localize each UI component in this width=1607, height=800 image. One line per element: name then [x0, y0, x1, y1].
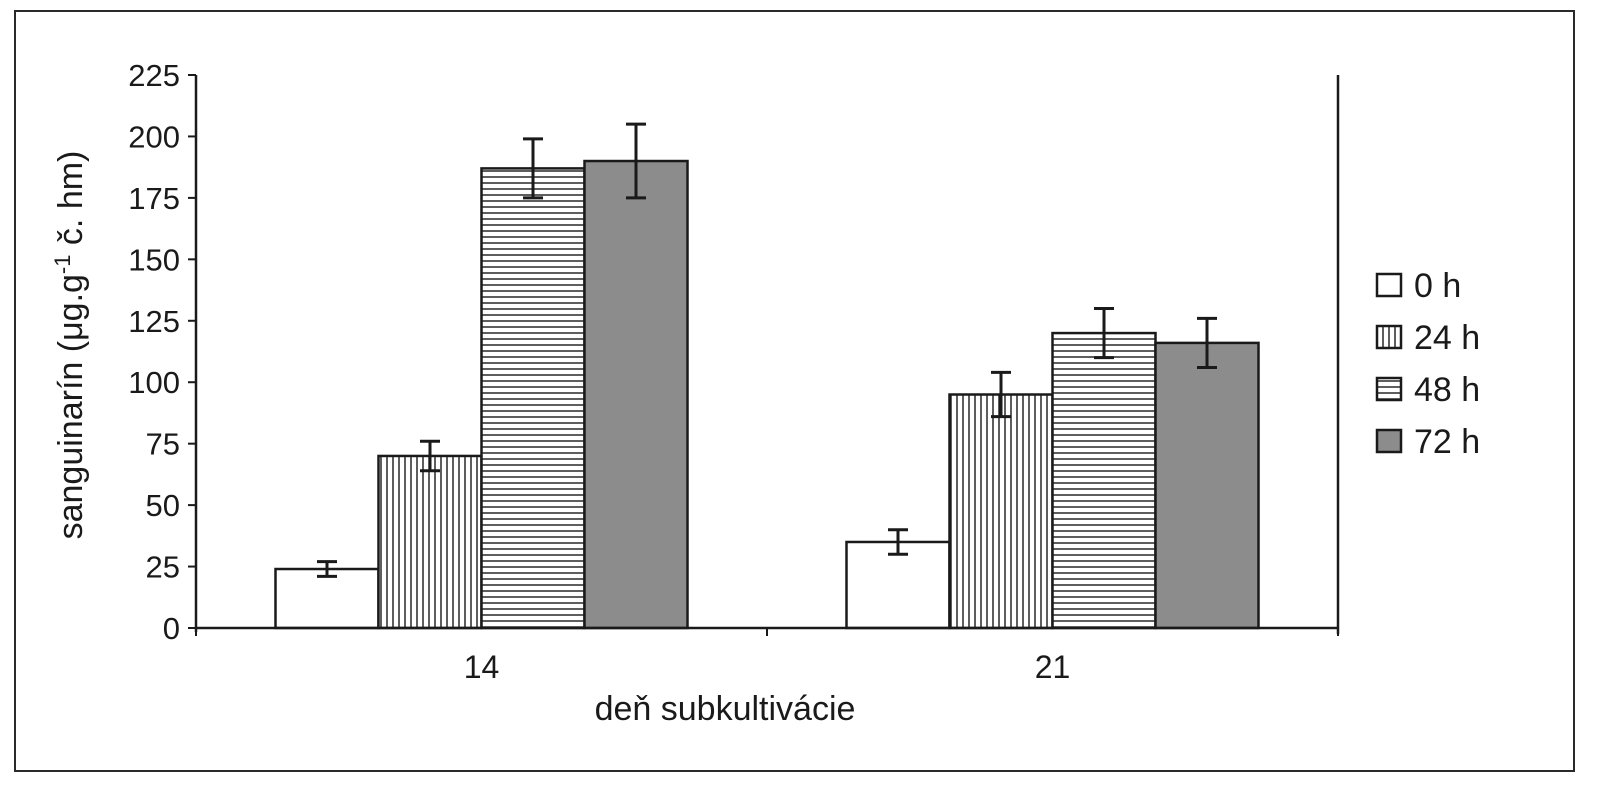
bar [377, 454, 483, 630]
x-axis-categories: 14 21 [464, 649, 1071, 685]
x-category-label: 14 [464, 649, 500, 685]
legend-swatch [1375, 376, 1403, 402]
legend-label: 24 h [1414, 319, 1480, 357]
y-tick-label: 225 [128, 58, 180, 93]
y-tick-label: 100 [128, 365, 180, 400]
y-tick-label: 200 [128, 119, 180, 154]
y-axis-title: sanguinarín (μg.g-1 č. hm) [50, 151, 90, 540]
legend-label: 72 h [1414, 423, 1480, 461]
legend-swatch [1375, 272, 1403, 298]
y-tick-label: 75 [146, 427, 180, 462]
legend: 0 h 24 h 48 h 72 h [1375, 267, 1480, 461]
bars [274, 159, 1260, 630]
x-category-label: 21 [1035, 649, 1071, 685]
y-axis-title-superscript: -1 [50, 255, 75, 275]
axes [194, 75, 1340, 636]
y-axis-title-tail: č. hm) [52, 151, 90, 255]
y-axis-title-main: sanguinarín (μg.g [52, 274, 90, 539]
y-axis-ticks: 0 25 50 75 100 125 150 175 200 225 [128, 58, 196, 646]
bar [480, 167, 586, 630]
figure-frame [14, 10, 1575, 772]
legend-label: 0 h [1414, 267, 1461, 305]
bar [1051, 331, 1157, 630]
y-tick-label: 150 [128, 242, 180, 277]
legend-label: 48 h [1414, 371, 1480, 409]
legend-swatch [1375, 324, 1403, 350]
y-tick-label: 25 [146, 550, 180, 585]
x-axis-title: deň subkultivácie [595, 690, 856, 728]
y-tick-label: 125 [128, 304, 180, 339]
bar [1154, 341, 1260, 630]
bar [583, 159, 689, 630]
y-tick-label: 50 [146, 488, 180, 523]
bar [948, 393, 1054, 630]
legend-swatch [1375, 428, 1403, 454]
y-tick-label: 175 [128, 181, 180, 216]
error-bars [317, 122, 1217, 578]
y-tick-label: 0 [163, 611, 180, 646]
